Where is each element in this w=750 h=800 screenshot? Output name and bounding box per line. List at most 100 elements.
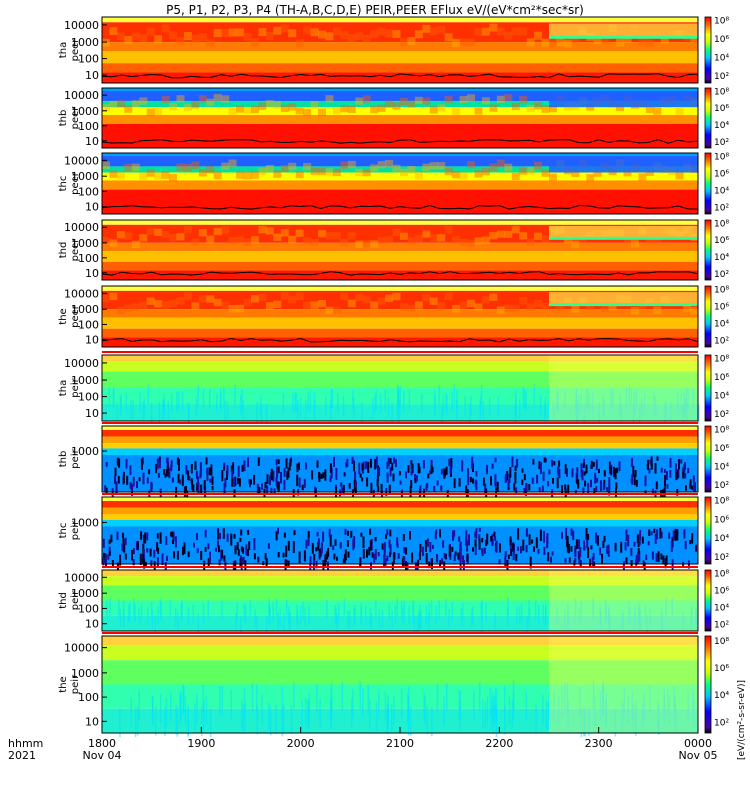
- colorbar-tick-label: 10⁶: [714, 515, 729, 525]
- panel-frame: [101, 16, 699, 84]
- colorbar: [704, 425, 712, 493]
- ytick-label: 1000: [71, 667, 99, 680]
- colorbar: [704, 16, 712, 84]
- ytick-label: 1000: [71, 237, 99, 250]
- colorbar: [704, 219, 712, 281]
- panel-ylabel-probe: thd: [58, 242, 69, 259]
- colorbar-tick-label: 10²: [714, 621, 729, 631]
- xtick-label: 1900: [187, 737, 215, 750]
- panel-ylabel-species: peir: [70, 590, 81, 610]
- colorbar-tick-label: 10⁸: [714, 355, 729, 365]
- colorbar-tick-label: 10⁸: [714, 152, 729, 162]
- xtick-label: 2100: [386, 737, 414, 750]
- colorbar-tick-label: 10⁴: [714, 691, 729, 701]
- gap-stripe: [102, 566, 698, 568]
- panel-ylabel-probe: thc: [58, 176, 69, 192]
- ytick-label: 100: [78, 252, 99, 265]
- gap-stripe: [102, 632, 698, 634]
- ytick-label: 10000: [64, 642, 99, 655]
- ytick-label: 1000: [71, 516, 99, 529]
- panel-ylabel-species: peer: [70, 106, 81, 130]
- colorbar-tick-label: 10⁶: [714, 35, 729, 45]
- colorbar-tick-label: 10⁶: [714, 303, 729, 313]
- ytick-label: 100: [78, 602, 99, 615]
- colorbar: [704, 285, 712, 348]
- colorbar-tick-label: 10²: [714, 72, 729, 82]
- panel-tha-peer: tha peer 10000 1000 100 10 10⁸ 10⁶ 10⁴ 10²: [58, 16, 729, 84]
- panel-frame: [101, 219, 699, 281]
- colorbar-tick-label: 10⁸: [714, 87, 729, 97]
- ytick-label: 100: [78, 120, 99, 133]
- ytick-label: 10: [85, 201, 99, 214]
- xtick-label: 2300: [585, 737, 613, 750]
- panel-frame: [101, 285, 699, 348]
- gap-stripe: [102, 351, 698, 353]
- ytick-label: 10: [85, 618, 99, 631]
- panel-the-peir: the peir 10000 1000 100 10 10⁸ 10⁶ 10⁴ 10²: [58, 632, 729, 738]
- colorbar-tick-label: 10⁴: [714, 604, 729, 614]
- colorbar-tick-label: 10⁴: [714, 54, 729, 64]
- panel-ylabel-probe: the: [58, 676, 69, 692]
- x-corner-label-hhmm: hhmm: [8, 737, 43, 750]
- ytick-label: 1000: [71, 105, 99, 118]
- xtick-label: 2200: [485, 737, 513, 750]
- colorbar-tick-label: 10²: [714, 553, 729, 563]
- colorbar-tick-label: 10⁸: [714, 637, 729, 647]
- colorbar-tick-label: 10⁴: [714, 463, 729, 473]
- panel-ylabel-species: peir: [70, 674, 81, 694]
- colorbar-tick-label: 10²: [714, 481, 729, 491]
- xtick-label: 2000: [287, 737, 315, 750]
- panel-ylabel-species: peir: [70, 520, 81, 540]
- panel-ylabel-probe: thd: [58, 592, 69, 609]
- ytick-label: 10000: [64, 287, 99, 300]
- colorbar-tick-label: 10⁸: [714, 569, 729, 579]
- panel-ylabel-species: peer: [70, 171, 81, 195]
- panel-ylabel-species: peer: [70, 304, 81, 328]
- ytick-label: 10: [85, 334, 99, 347]
- colorbar-tick-label: 10⁸: [714, 17, 729, 27]
- xtick-sublabel: Nov 05: [679, 749, 718, 762]
- panel-ylabel-probe: thb: [58, 110, 69, 127]
- colorbar-tick-label: 10⁴: [714, 187, 729, 197]
- panel-frame: [101, 354, 699, 422]
- colorbar-tick-label: 10⁸: [714, 497, 729, 507]
- colorbar-tick-label: 10⁶: [714, 587, 729, 597]
- x-corner-label-year: 2021: [8, 749, 36, 762]
- colorbar-tick-label: 10⁶: [714, 373, 729, 383]
- panel-frame: [101, 496, 699, 565]
- ytick-label: 1000: [71, 445, 99, 458]
- panel-frame: [101, 569, 699, 632]
- colorbar-tick-label: 10⁸: [714, 219, 729, 229]
- panel-thc-peer: thc peer 10000 1000 100 10 10⁸ 10⁶ 10⁴ 10²: [58, 152, 729, 215]
- ytick-label: 10: [85, 407, 99, 420]
- colorbar-tick-label: 10²: [714, 410, 729, 420]
- panel-tha-peir: tha peir 10000 1000 100 10 10⁸ 10⁶ 10⁴ 10²: [58, 351, 729, 425]
- colorbar-tick-label: 10²: [714, 204, 729, 214]
- panel-ylabel-species: peer: [70, 238, 81, 262]
- colorbar: [704, 152, 712, 215]
- ytick-label: 1000: [71, 587, 99, 600]
- colorbar-tick-label: 10⁶: [714, 170, 729, 180]
- panel-ylabel-species: peer: [70, 38, 81, 62]
- colorbar-tick-label: 10²: [714, 337, 729, 347]
- xtick-label: 0000: [684, 737, 712, 750]
- panel-frame: [101, 87, 699, 149]
- colorbar-tick-label: 10²: [714, 718, 729, 728]
- ytick-label: 1000: [71, 303, 99, 316]
- ytick-label: 1000: [71, 374, 99, 387]
- colorbar: [704, 635, 712, 734]
- ytick-label: 100: [78, 691, 99, 704]
- panel-ylabel-probe: tha: [58, 42, 69, 58]
- ytick-label: 100: [78, 185, 99, 198]
- panel-ylabel-species: peir: [70, 377, 81, 397]
- colorbar: [704, 569, 712, 632]
- panel-thb-peer: thb peer 10000 1000 100 10 10⁸ 10⁶ 10⁴ 10²: [58, 87, 729, 149]
- panel-the-peer: the peer 10000 1000 100 10 10⁸ 10⁶ 10⁴ 10²: [58, 285, 729, 348]
- ytick-label: 100: [78, 53, 99, 66]
- colorbar-tick-label: 10²: [714, 138, 729, 148]
- panel-frame: [101, 152, 699, 215]
- colorbar: [704, 496, 712, 565]
- panel-thd-peir: thd peir 10000 1000 100 10 10⁸ 10⁶ 10⁴ 10²: [58, 566, 729, 634]
